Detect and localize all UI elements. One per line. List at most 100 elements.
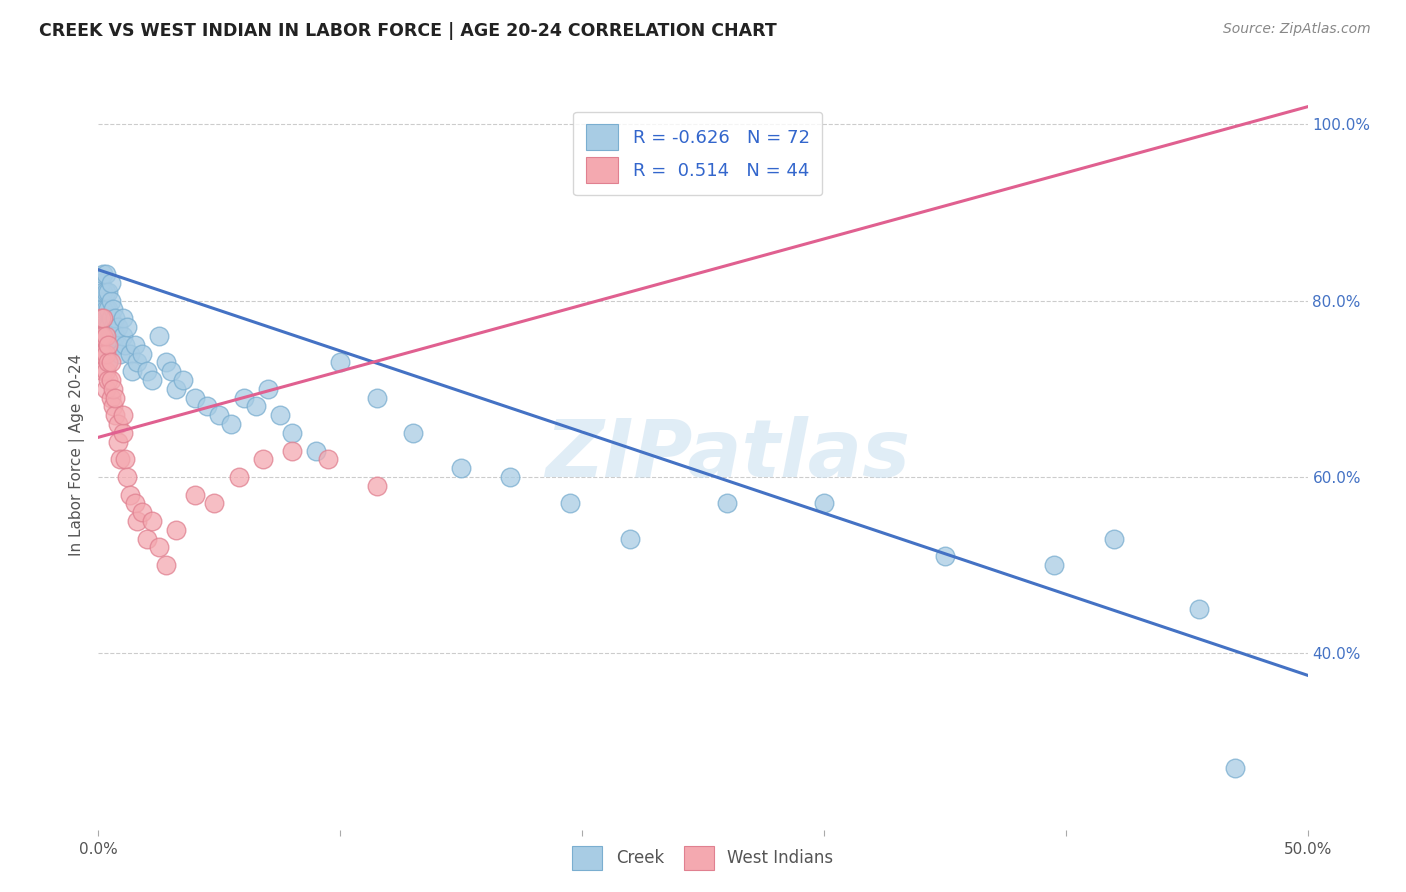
Point (117, 470, 139, 484)
Point (184, 391, 207, 405)
Point (97, 337, 120, 351)
Point (100, 293, 122, 308)
Point (107, 320, 129, 334)
Point (91, 364, 114, 378)
Point (104, 409, 127, 423)
Point (91, 311, 114, 326)
Point (91, 267, 114, 281)
Point (94, 285, 117, 299)
Point (1223, 761, 1246, 775)
Point (366, 479, 388, 493)
Point (232, 391, 254, 405)
Point (498, 470, 520, 484)
Point (124, 337, 146, 351)
Point (316, 452, 339, 467)
Point (155, 558, 177, 573)
Point (117, 320, 139, 334)
Point (305, 443, 328, 458)
Point (135, 364, 157, 378)
Point (114, 337, 136, 351)
Point (94, 346, 117, 360)
Point (165, 382, 187, 396)
Point (1042, 558, 1064, 573)
Point (97, 337, 120, 351)
Point (402, 425, 425, 440)
Point (94, 320, 117, 334)
Point (111, 329, 134, 343)
Point (100, 311, 122, 326)
Point (100, 329, 122, 343)
Point (127, 355, 149, 369)
Point (450, 461, 472, 475)
Point (91, 346, 114, 360)
Point (97, 355, 120, 369)
Point (366, 391, 388, 405)
Point (90, 311, 112, 326)
Point (101, 320, 124, 334)
Point (124, 496, 146, 510)
Point (91, 320, 114, 334)
Point (131, 346, 153, 360)
Point (252, 452, 274, 467)
Text: Source: ZipAtlas.com: Source: ZipAtlas.com (1223, 22, 1371, 37)
Point (94, 302, 117, 317)
Point (97, 373, 120, 387)
Point (108, 452, 131, 467)
Point (111, 425, 134, 440)
Point (100, 373, 122, 387)
Point (107, 337, 129, 351)
Point (934, 549, 956, 564)
Point (172, 373, 194, 387)
Point (101, 302, 124, 317)
Point (165, 523, 187, 537)
Point (90, 346, 112, 360)
Point (121, 364, 143, 378)
Point (90, 329, 112, 343)
Point (101, 382, 124, 396)
Point (813, 496, 835, 510)
Point (97, 302, 120, 317)
Point (160, 364, 183, 378)
Point (91, 329, 114, 343)
Point (91, 329, 114, 343)
Text: ZIPatlas: ZIPatlas (544, 416, 910, 494)
Point (100, 276, 122, 290)
Point (91, 285, 114, 299)
Point (184, 487, 207, 501)
Point (91, 302, 114, 317)
Point (208, 409, 231, 423)
Point (131, 505, 153, 519)
Legend: Creek, West Indians: Creek, West Indians (565, 839, 841, 877)
Point (1102, 532, 1125, 546)
Point (101, 400, 124, 414)
Point (329, 355, 352, 369)
Point (100, 355, 122, 369)
Point (141, 514, 163, 528)
Point (97, 355, 120, 369)
Point (97, 320, 120, 334)
Point (619, 532, 641, 546)
Point (716, 496, 738, 510)
Text: CREEK VS WEST INDIAN IN LABOR FORCE | AGE 20-24 CORRELATION CHART: CREEK VS WEST INDIAN IN LABOR FORCE | AG… (39, 22, 778, 40)
Point (100, 391, 122, 405)
Point (204, 496, 226, 510)
Point (90, 311, 112, 326)
Point (101, 337, 124, 351)
Point (221, 417, 243, 431)
Point (90, 276, 112, 290)
Point (104, 391, 127, 405)
Point (141, 373, 163, 387)
Point (118, 346, 141, 360)
Point (148, 541, 170, 555)
Point (155, 355, 177, 369)
Point (94, 382, 117, 396)
Point (245, 400, 267, 414)
Point (97, 285, 120, 299)
Point (104, 311, 127, 326)
Point (111, 409, 134, 423)
Point (104, 329, 127, 343)
Point (281, 443, 304, 458)
Point (90, 293, 112, 308)
Point (1188, 602, 1211, 616)
Point (111, 311, 134, 326)
